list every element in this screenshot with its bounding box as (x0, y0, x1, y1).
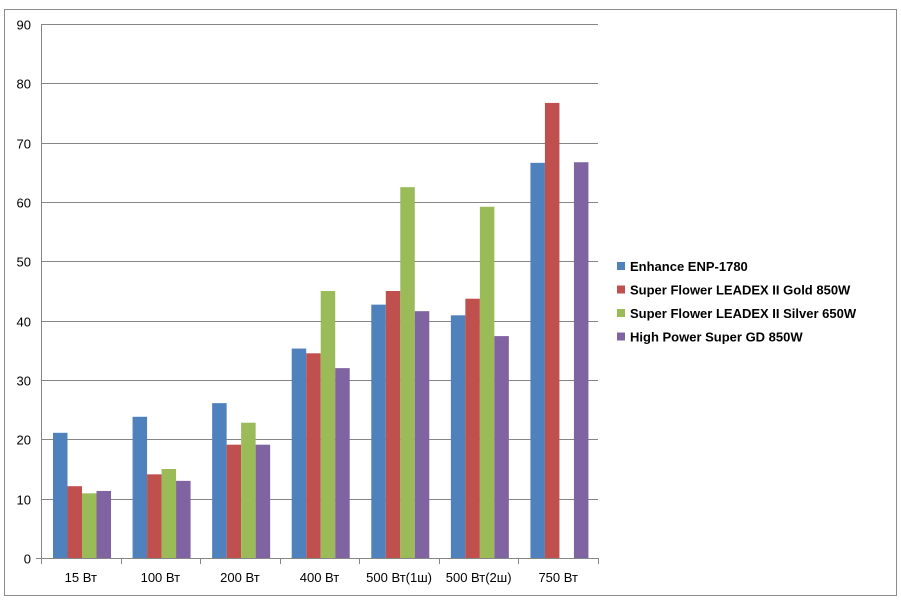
bar (291, 348, 307, 558)
y-tick-label: 80 (17, 77, 31, 92)
x-tick-label: 100 Вт (141, 570, 181, 585)
bar (147, 474, 162, 558)
bar (494, 336, 509, 558)
x-tick-label: 750 Вт (538, 570, 578, 585)
bars (53, 102, 589, 558)
bar (320, 291, 336, 558)
bar (53, 432, 68, 558)
legend-item: Super Flower LEADEX II Silver 650W (617, 306, 857, 321)
y-tick-label: 90 (17, 18, 31, 33)
y-tick-label: 30 (17, 374, 31, 389)
bar (212, 403, 227, 558)
y-tick-label: 10 (17, 493, 31, 508)
x-tick-label: 15 Вт (65, 570, 97, 585)
bar (414, 311, 430, 558)
y-tick-label: 20 (17, 433, 31, 448)
bar (132, 416, 148, 558)
legend-label: High Power Super GD 850W (630, 330, 803, 345)
legend-item: Super Flower LEADEX II Gold 850W (617, 283, 851, 298)
bar (479, 206, 495, 558)
legend-swatch (617, 262, 625, 270)
legend-swatch (617, 332, 625, 341)
bar (530, 162, 545, 558)
bar (335, 368, 350, 558)
bar (306, 353, 321, 558)
legend-label: Enhance ENP-1780 (630, 259, 748, 274)
bar (400, 187, 415, 558)
series-1 (53, 162, 545, 558)
series-3 (82, 187, 495, 558)
bar (67, 486, 82, 558)
y-tick-label: 60 (17, 196, 31, 211)
bar (450, 315, 466, 558)
x-axis-tick-labels: 15 Вт 100 Вт 200 Вт 400 Вт 500 Вт(1ш) 500 Вт(… (65, 570, 578, 585)
x-tick-label: 500 Вт(2ш) (446, 570, 512, 585)
bar (241, 422, 256, 558)
legend-item: Enhance ENP-1780 (617, 259, 748, 274)
legend-label: Super Flower LEADEX II Silver 650W (630, 306, 857, 321)
bar (161, 469, 177, 558)
y-axis-tick-labels: 0 10 20 30 40 50 60 70 80 90 (17, 18, 31, 567)
bar (544, 102, 560, 558)
bar (255, 444, 271, 558)
bar (96, 490, 111, 558)
bar (573, 162, 589, 558)
x-tick-label: 400 Вт (300, 570, 340, 585)
bar (371, 304, 386, 558)
y-tick-label: 50 (17, 255, 31, 270)
y-tick-label: 40 (17, 315, 31, 330)
legend-swatch (617, 309, 625, 317)
series-2 (67, 102, 560, 558)
bar (385, 291, 401, 558)
legend-item: High Power Super GD 850W (617, 330, 803, 345)
legend-swatch (617, 285, 625, 294)
x-tick-label: 200 Вт (220, 570, 260, 585)
bar (82, 493, 97, 558)
bar (465, 298, 480, 558)
legend-label: Super Flower LEADEX II Gold 850W (630, 283, 851, 298)
y-tick-label: 0 (24, 552, 31, 567)
series-4 (96, 162, 589, 558)
bar (176, 480, 191, 558)
bar (226, 444, 242, 558)
x-tick-label: 500 Вт(1ш) (366, 570, 432, 585)
legend: Enhance ENP-1780 Super Flower LEADEX II G… (617, 259, 857, 345)
y-tick-label: 70 (17, 137, 31, 152)
